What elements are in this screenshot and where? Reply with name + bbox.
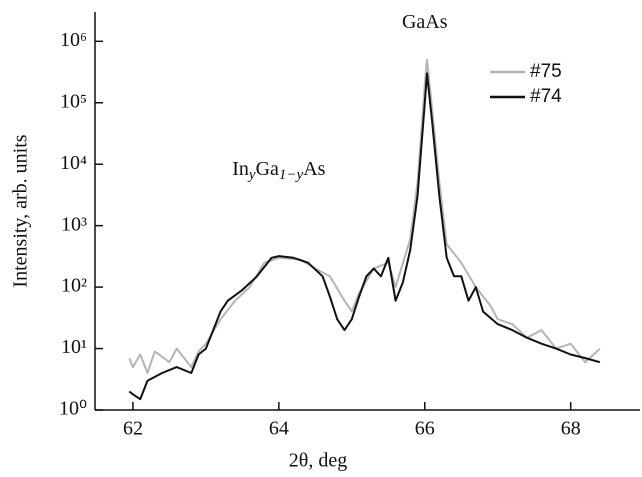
y-axis-label: Intensity, arb. units	[10, 134, 32, 287]
y-tick-label: 10⁰	[59, 398, 87, 420]
y-tick-label: 10²	[61, 275, 87, 297]
annotation-part: In	[232, 158, 249, 180]
legend-label: #75	[530, 61, 562, 82]
annotation-part: Ga	[256, 158, 279, 180]
annotation: InyGa1−yAs	[232, 158, 325, 184]
y-tick-label: 10¹	[61, 336, 87, 358]
x-axis-label: 2θ, deg	[289, 450, 347, 472]
x-tick-label: 62	[123, 418, 143, 440]
annotation-part: As	[303, 158, 325, 180]
x-tick-label: 64	[269, 418, 289, 440]
legend-label: #74	[530, 86, 562, 107]
annotation-part: 1−y	[279, 168, 304, 184]
annotation: GaAs	[402, 10, 448, 32]
annotation-part: y	[247, 168, 256, 184]
y-tick-label: 10⁵	[60, 90, 87, 112]
y-tick-label: 10⁶	[60, 29, 87, 51]
y-tick-label: 10³	[61, 213, 87, 235]
data-line	[128, 72, 601, 401]
data-line	[128, 58, 601, 374]
x-tick-label: 68	[561, 418, 581, 440]
y-tick-label: 10⁴	[60, 152, 87, 174]
x-tick-label: 66	[415, 418, 435, 440]
annotation-part: GaAs	[402, 10, 448, 32]
